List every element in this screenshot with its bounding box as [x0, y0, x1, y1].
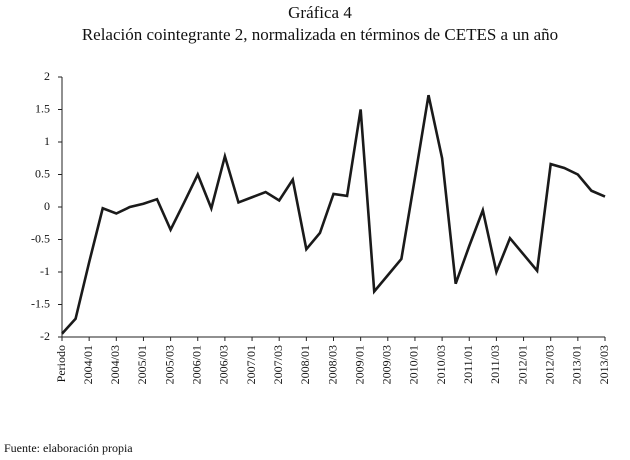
y-tick-label: 0.5 — [35, 166, 50, 180]
y-tick-label: 0 — [44, 199, 50, 213]
x-tick-label: 2006/01 — [190, 345, 204, 384]
x-tick-label: 2004/01 — [81, 345, 95, 384]
y-tick-label: -2 — [40, 329, 50, 343]
x-tick-label: 2004/03 — [108, 345, 122, 384]
x-tick-label: 2005/01 — [135, 345, 149, 384]
x-tick-label: 2012/03 — [542, 345, 556, 384]
x-tick-label: 2010/03 — [434, 345, 448, 384]
chart-subtitle: Relación cointegrante 2, normalizada en … — [82, 25, 558, 44]
y-tick-label: 1 — [44, 134, 50, 148]
chart-title: Gráfica 4 — [288, 3, 352, 22]
y-tick-label: -1.5 — [31, 296, 50, 310]
y-tick-label: -1 — [40, 264, 50, 278]
x-tick-label: 2011/01 — [461, 345, 475, 384]
y-tick-label: -0.5 — [31, 231, 50, 245]
x-tick-label: 2009/03 — [380, 345, 394, 384]
x-tick-label: 2013/01 — [570, 345, 584, 384]
x-tick-label: 2008/03 — [325, 345, 339, 384]
data-line — [61, 94, 606, 335]
y-tick-label: 1.5 — [35, 101, 50, 115]
y-tick-label: 2 — [44, 69, 50, 83]
x-tick-label: 2005/03 — [162, 345, 176, 384]
source: Fuente: elaboración propia — [4, 441, 133, 455]
x-tick-label: 2007/01 — [244, 345, 258, 384]
x-tick-label: 2008/01 — [298, 345, 312, 384]
x-tick-label: 2007/03 — [271, 345, 285, 384]
x-tick-label: 2009/01 — [352, 345, 366, 384]
x-tick-label: 2012/01 — [515, 345, 529, 384]
x-tick-label: 2006/03 — [217, 345, 231, 384]
x-tick-label: 2010/01 — [407, 345, 421, 384]
x-tick-label: Periodo — [54, 345, 68, 382]
x-tick-label: 2013/03 — [597, 345, 611, 384]
x-tick-label: 2011/03 — [488, 345, 502, 384]
